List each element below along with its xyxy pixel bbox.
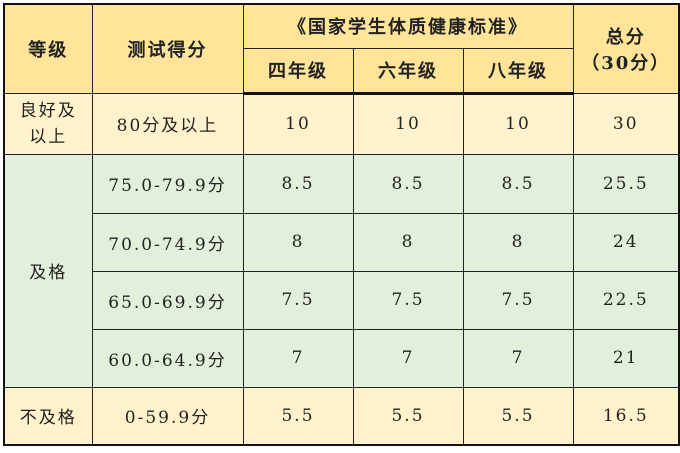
header-grade-6: 六年级 <box>352 47 464 95</box>
level-cell: 良好及以上 <box>3 92 93 155</box>
score-cell: 0-59.9分 <box>91 386 244 446</box>
total-cell: 22.5 <box>572 270 680 330</box>
header-grade-4: 四年级 <box>242 47 354 95</box>
value-cell: 10 <box>242 92 354 155</box>
score-cell: 60.0-64.9分 <box>91 328 244 388</box>
value-cell: 8.5 <box>462 153 574 214</box>
table-row: 及格 75.0-79.9分 8.5 8.5 8.5 25.5 <box>3 153 680 388</box>
value-cell: 7 <box>352 328 464 388</box>
value-cell: 10 <box>462 92 574 155</box>
header-grade-8: 八年级 <box>462 47 574 95</box>
value-cell: 8 <box>352 212 464 272</box>
score-table: 等级 测试得分 《国家学生体质健康标准》 总分 （30分） 四年级 六年级 八年级… <box>3 3 680 446</box>
total-cell: 24 <box>572 212 680 272</box>
level-cell: 及格 <box>3 153 93 388</box>
value-cell: 7.5 <box>462 270 574 330</box>
header-grade: 等级 <box>3 3 93 94</box>
value-cell: 7 <box>462 328 574 388</box>
total-cell: 21 <box>572 328 680 388</box>
value-cell: 7.5 <box>352 270 464 330</box>
value-cell: 7 <box>242 328 354 388</box>
value-cell: 8.5 <box>242 153 354 214</box>
value-cell: 8 <box>462 212 574 272</box>
level-cell: 不及格 <box>3 386 93 446</box>
value-cell: 5.5 <box>352 386 464 446</box>
value-cell: 5.5 <box>462 386 574 446</box>
total-cell: 30 <box>572 92 680 155</box>
score-cell: 65.0-69.9分 <box>91 270 244 330</box>
header-total: 总分 （30分） <box>572 3 680 94</box>
score-cell: 75.0-79.9分 <box>91 153 244 214</box>
value-cell: 5.5 <box>242 386 354 446</box>
header-total-line2: （30分） <box>581 52 671 74</box>
score-cell: 70.0-74.9分 <box>91 212 244 272</box>
table-row: 70.0-74.9分 8 8 8 24 <box>4 212 680 272</box>
value-cell: 7.5 <box>242 270 354 330</box>
score-cell: 80分及以上 <box>91 92 244 155</box>
table-row: 65.0-69.9分 7.5 7.5 7.5 22.5 <box>4 270 680 330</box>
header-standard: 《国家学生体质健康标准》 <box>242 3 574 49</box>
value-cell: 10 <box>352 92 464 155</box>
value-cell: 8 <box>242 212 354 272</box>
table-row: 60.0-64.9分 7 7 7 21 <box>4 328 680 388</box>
table-row: 不及格 0-59.9分 5.5 5.5 5.5 16.5 <box>3 386 680 446</box>
total-cell: 25.5 <box>572 153 680 214</box>
table-row: 良好及以上 80分及以上 10 10 10 30 <box>3 92 680 155</box>
header-total-line1: 总分 <box>605 26 646 48</box>
header-score: 测试得分 <box>91 3 244 94</box>
value-cell: 8.5 <box>352 153 464 214</box>
total-cell: 16.5 <box>572 386 680 446</box>
